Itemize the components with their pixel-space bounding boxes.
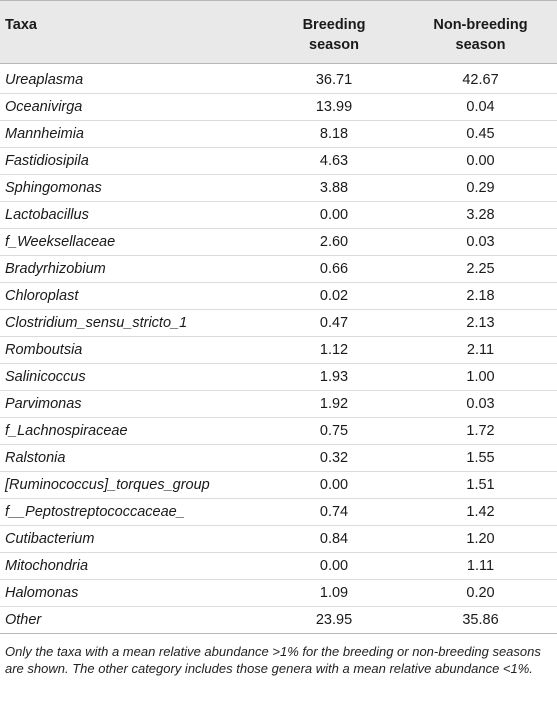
- taxa-cell: Bradyrhizobium: [0, 256, 269, 283]
- table-row: Sphingomonas3.880.29: [0, 175, 557, 202]
- taxa-cell: Other: [0, 607, 269, 634]
- taxa-cell: Ralstonia: [0, 445, 269, 472]
- taxa-cell: [Ruminococcus]_torques_group: [0, 472, 269, 499]
- breeding-value-cell: 1.92: [269, 391, 399, 418]
- breeding-value-cell: 3.88: [269, 175, 399, 202]
- taxa-cell: Cutibacterium: [0, 526, 269, 553]
- taxa-cell: Mannheimia: [0, 121, 269, 148]
- taxa-cell: Romboutsia: [0, 337, 269, 364]
- taxa-cell: f_Lachnospiraceae: [0, 418, 269, 445]
- header-nonbreeding-line1: Non-breeding: [433, 17, 527, 33]
- table-row: Cutibacterium0.841.20: [0, 526, 557, 553]
- table-row: Lactobacillus0.003.28: [0, 202, 557, 229]
- table-row: Other23.9535.86: [0, 607, 557, 634]
- nonbreeding-value-cell: 0.45: [399, 121, 557, 148]
- breeding-value-cell: 1.09: [269, 580, 399, 607]
- nonbreeding-value-cell: 0.03: [399, 229, 557, 256]
- table-row: f_Lachnospiraceae0.751.72: [0, 418, 557, 445]
- table-row: Fastidiosipila4.630.00: [0, 148, 557, 175]
- breeding-value-cell: 8.18: [269, 121, 399, 148]
- header-taxa: Taxa: [0, 1, 269, 64]
- breeding-value-cell: 0.84: [269, 526, 399, 553]
- table-row: f_Weeksellaceae2.600.03: [0, 229, 557, 256]
- nonbreeding-value-cell: 42.67: [399, 64, 557, 94]
- taxa-cell: f_Weeksellaceae: [0, 229, 269, 256]
- table-row: [Ruminococcus]_torques_group0.001.51: [0, 472, 557, 499]
- header-breeding: Breeding season: [269, 1, 399, 64]
- breeding-value-cell: 0.66: [269, 256, 399, 283]
- taxa-cell: Sphingomonas: [0, 175, 269, 202]
- table-row: Ralstonia0.321.55: [0, 445, 557, 472]
- table-row: Bradyrhizobium0.662.25: [0, 256, 557, 283]
- breeding-value-cell: 0.74: [269, 499, 399, 526]
- abundance-table: Taxa Breeding season Non-breeding season…: [0, 0, 557, 634]
- table-row: Chloroplast0.022.18: [0, 283, 557, 310]
- nonbreeding-value-cell: 1.72: [399, 418, 557, 445]
- nonbreeding-value-cell: 1.11: [399, 553, 557, 580]
- table-row: Mannheimia8.180.45: [0, 121, 557, 148]
- nonbreeding-value-cell: 2.25: [399, 256, 557, 283]
- breeding-value-cell: 4.63: [269, 148, 399, 175]
- table-header: Taxa Breeding season Non-breeding season: [0, 1, 557, 64]
- nonbreeding-value-cell: 0.03: [399, 391, 557, 418]
- nonbreeding-value-cell: 0.00: [399, 148, 557, 175]
- breeding-value-cell: 0.00: [269, 202, 399, 229]
- table-row: Parvimonas1.920.03: [0, 391, 557, 418]
- taxa-cell: f__Peptostreptococcaceae_: [0, 499, 269, 526]
- taxa-cell: Halomonas: [0, 580, 269, 607]
- nonbreeding-value-cell: 1.55: [399, 445, 557, 472]
- breeding-value-cell: 0.00: [269, 553, 399, 580]
- nonbreeding-value-cell: 2.11: [399, 337, 557, 364]
- nonbreeding-value-cell: 2.13: [399, 310, 557, 337]
- breeding-value-cell: 0.32: [269, 445, 399, 472]
- nonbreeding-value-cell: 0.20: [399, 580, 557, 607]
- taxa-cell: Fastidiosipila: [0, 148, 269, 175]
- header-breeding-line2: season: [309, 37, 359, 53]
- table-row: Clostridium_sensu_stricto_10.472.13: [0, 310, 557, 337]
- taxa-cell: Oceanivirga: [0, 94, 269, 121]
- table-body: Ureaplasma36.7142.67Oceanivirga13.990.04…: [0, 64, 557, 634]
- nonbreeding-value-cell: 1.00: [399, 364, 557, 391]
- breeding-value-cell: 36.71: [269, 64, 399, 94]
- breeding-value-cell: 0.00: [269, 472, 399, 499]
- taxa-cell: Ureaplasma: [0, 64, 269, 94]
- nonbreeding-value-cell: 35.86: [399, 607, 557, 634]
- table-row: Halomonas1.090.20: [0, 580, 557, 607]
- breeding-value-cell: 1.12: [269, 337, 399, 364]
- nonbreeding-value-cell: 1.42: [399, 499, 557, 526]
- table-row: Salinicoccus1.931.00: [0, 364, 557, 391]
- taxa-cell: Clostridium_sensu_stricto_1: [0, 310, 269, 337]
- header-breeding-line1: Breeding: [303, 17, 366, 33]
- breeding-value-cell: 0.47: [269, 310, 399, 337]
- nonbreeding-value-cell: 2.18: [399, 283, 557, 310]
- table-row: Mitochondria0.001.11: [0, 553, 557, 580]
- nonbreeding-value-cell: 0.04: [399, 94, 557, 121]
- taxa-cell: Lactobacillus: [0, 202, 269, 229]
- breeding-value-cell: 0.75: [269, 418, 399, 445]
- breeding-value-cell: 13.99: [269, 94, 399, 121]
- taxa-cell: Mitochondria: [0, 553, 269, 580]
- header-nonbreeding: Non-breeding season: [399, 1, 557, 64]
- table-footnote: Only the taxa with a mean relative abund…: [0, 634, 557, 677]
- header-nonbreeding-line2: season: [456, 37, 506, 53]
- taxa-cell: Chloroplast: [0, 283, 269, 310]
- breeding-value-cell: 23.95: [269, 607, 399, 634]
- table-row: Romboutsia1.122.11: [0, 337, 557, 364]
- nonbreeding-value-cell: 3.28: [399, 202, 557, 229]
- nonbreeding-value-cell: 0.29: [399, 175, 557, 202]
- nonbreeding-value-cell: 1.20: [399, 526, 557, 553]
- taxa-cell: Salinicoccus: [0, 364, 269, 391]
- table-row: Oceanivirga13.990.04: [0, 94, 557, 121]
- taxa-cell: Parvimonas: [0, 391, 269, 418]
- breeding-value-cell: 2.60: [269, 229, 399, 256]
- nonbreeding-value-cell: 1.51: [399, 472, 557, 499]
- header-row: Taxa Breeding season Non-breeding season: [0, 1, 557, 64]
- breeding-value-cell: 1.93: [269, 364, 399, 391]
- table-row: f__Peptostreptococcaceae_0.741.42: [0, 499, 557, 526]
- breeding-value-cell: 0.02: [269, 283, 399, 310]
- table-row: Ureaplasma36.7142.67: [0, 64, 557, 94]
